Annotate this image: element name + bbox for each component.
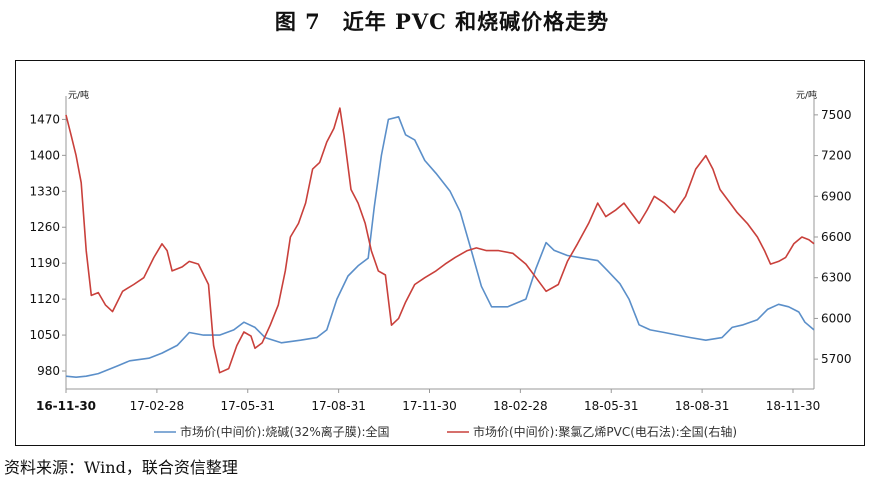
x-tick-label: 17-02-28 <box>130 399 184 413</box>
right-tick-label: 6900 <box>821 189 852 203</box>
x-tick-label: 17-11-30 <box>402 399 456 413</box>
x-tick-label: 18-05-31 <box>584 399 638 413</box>
legend-label-caustic: 市场价(中间价):烧碱(32%离子膜):全国 <box>180 424 390 439</box>
series-line-pvc <box>65 107 815 374</box>
right-axis-unit: 元/吨 <box>796 89 817 101</box>
right-tick-label: 7500 <box>821 108 852 122</box>
right-tick-label: 6000 <box>821 311 852 325</box>
left-tick-label: 1190 <box>29 256 60 270</box>
axes: 980 1050 1120 1190 1260 1330 1400 1470 5700 6000 6… <box>29 96 852 413</box>
x-tick-label: 16-11-30 <box>36 399 96 413</box>
left-axis-unit: 元/吨 <box>68 89 89 101</box>
legend-label-pvc: 市场价(中间价):聚氯乙烯PVC(电石法):全国(右轴) <box>473 424 737 439</box>
right-tick-label: 6600 <box>821 230 852 244</box>
right-tick-label: 6300 <box>821 271 852 285</box>
chart-title: 图 7 近年 PVC 和烧碱价格走势 <box>274 9 610 34</box>
x-tick-label: 18-02-28 <box>493 399 547 413</box>
chart-frame <box>15 60 865 446</box>
left-tick-label: 1120 <box>29 292 60 306</box>
legend: 市场价(中间价):烧碱(32%离子膜):全国 市场价(中间价):聚氯乙烯PVC(… <box>154 424 737 439</box>
left-tick-label: 1400 <box>29 148 60 162</box>
x-tick-label: 18-11-30 <box>766 399 820 413</box>
x-tick-label: 17-05-31 <box>221 399 275 413</box>
left-tick-label: 1330 <box>29 184 60 198</box>
series-line-caustic <box>65 116 815 378</box>
right-tick-label: 7200 <box>821 149 852 163</box>
left-tick-label: 1260 <box>29 220 60 234</box>
left-tick-label: 1470 <box>29 112 60 126</box>
left-tick-label: 1050 <box>29 328 60 342</box>
x-tick-label: 18-08-31 <box>675 399 729 413</box>
series-lines <box>65 107 815 378</box>
source-note: 资料来源：Wind，联合资信整理 <box>4 458 238 477</box>
right-tick-label: 5700 <box>821 352 852 366</box>
left-tick-label: 980 <box>37 364 60 378</box>
x-tick-label: 17-08-31 <box>311 399 365 413</box>
